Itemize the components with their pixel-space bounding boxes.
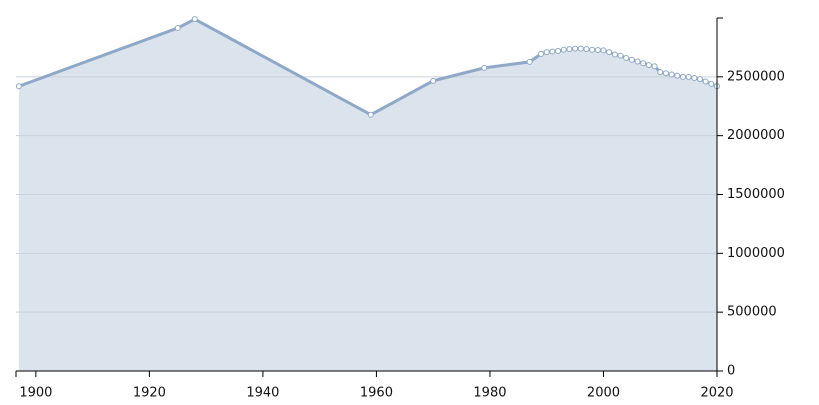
point (560, 46, 567, 53)
y-tick-label: 2500000 (727, 69, 785, 84)
point (430, 77, 437, 84)
point (566, 46, 573, 53)
point (685, 73, 692, 80)
point (367, 111, 374, 118)
point (691, 75, 698, 82)
x-tick-label: 2000 (587, 386, 620, 401)
point (577, 45, 584, 52)
point (617, 52, 624, 59)
y-tick-label: 1500000 (727, 187, 785, 202)
point (543, 49, 550, 56)
point (628, 56, 635, 63)
x-tick-label: 1920 (133, 386, 166, 401)
point (634, 58, 641, 65)
point (583, 46, 590, 53)
point (623, 55, 630, 62)
point (651, 63, 658, 70)
point (640, 60, 647, 67)
point (174, 25, 181, 32)
point (702, 78, 709, 85)
point (708, 80, 715, 87)
point (481, 64, 488, 71)
point (572, 45, 579, 52)
y-tick-label: 2000000 (727, 128, 785, 143)
point (611, 51, 618, 58)
point (606, 49, 613, 56)
x-tick-label: 1940 (246, 386, 279, 401)
x-tick-label: 1900 (19, 386, 52, 401)
y-tick-label: 500000 (727, 305, 777, 320)
area (18, 19, 717, 371)
point (674, 72, 681, 79)
x-tick-label: 1980 (473, 386, 506, 401)
point (15, 83, 22, 90)
point (594, 47, 601, 54)
point (589, 46, 596, 53)
y-tick-label: 1000000 (727, 246, 785, 261)
point (679, 73, 686, 80)
point (538, 50, 545, 57)
point (555, 47, 562, 54)
x-tick-label: 2020 (700, 386, 733, 401)
point (696, 76, 703, 83)
y-tick-label: 0 (727, 364, 735, 379)
point (657, 69, 664, 76)
point (645, 62, 652, 69)
point (549, 48, 556, 55)
point (191, 16, 198, 23)
point (600, 47, 607, 54)
point (526, 58, 533, 65)
point (662, 70, 669, 77)
point (668, 71, 675, 78)
x-tick-label: 1960 (360, 386, 393, 401)
